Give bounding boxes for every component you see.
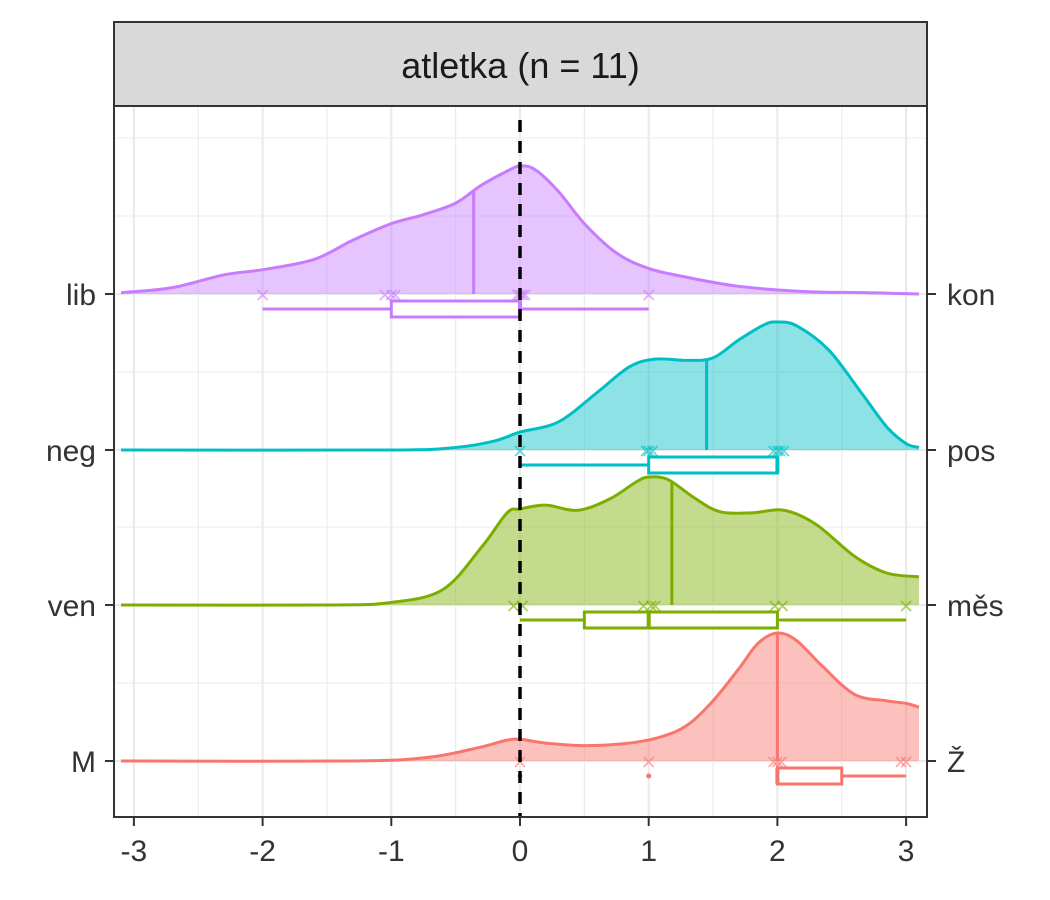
data-point [514,445,526,457]
box [389,299,522,319]
data-point [895,756,907,768]
data-point [646,445,659,457]
facet-title: atletka (n = 11) [401,45,639,86]
ridge-row-M [121,631,920,786]
data-point [775,756,787,768]
data-point [643,445,655,457]
y-tick-label-left: M [71,746,96,779]
y-tick-label-right: pos [947,435,995,468]
density-line [121,475,920,607]
box [582,610,779,630]
data-point [778,445,790,457]
data-point [643,756,655,768]
x-tick-label: 2 [769,835,786,868]
data-point [645,600,657,612]
data-point [643,289,655,301]
data-point [771,756,784,768]
box [647,455,779,475]
density-fill [121,632,919,762]
data-point [649,600,661,612]
y-tick-label-left: neg [46,435,96,468]
density-line [121,631,920,763]
y-tick-label-left: ven [48,590,96,623]
x-tick-label: 0 [512,835,529,868]
data-point [507,600,520,612]
facet-strip-background [113,21,928,107]
data-point [256,289,269,301]
data-point [389,289,401,301]
x-tick-label: -2 [249,835,276,868]
data-point [900,756,912,768]
data-point [900,600,912,612]
x-tick-label: -1 [378,835,405,868]
box [775,766,844,786]
axes: -3 -2 -1 0 1 2 3 lib kon neg pos ven měs M Ž [46,279,1004,868]
data-point [774,445,786,457]
data-point [385,289,397,301]
x-tick-label: 3 [898,835,915,868]
ridge-row-neg [121,320,920,475]
data-point [776,600,789,612]
y-tick-label-right: měs [947,590,1004,623]
x-tick-label: -3 [121,835,148,868]
density-line [121,320,920,452]
density-line [120,164,920,296]
y-tick-label-left: lib [66,279,96,312]
x-tick-label: 1 [640,835,657,868]
y-tick-label-right: Ž [947,746,965,779]
facet-strip: atletka (n = 11) [113,21,928,107]
density-fill [121,321,919,451]
y-tick-label-right: kon [947,279,995,312]
data-point [519,289,531,301]
outlier-point [646,773,652,779]
